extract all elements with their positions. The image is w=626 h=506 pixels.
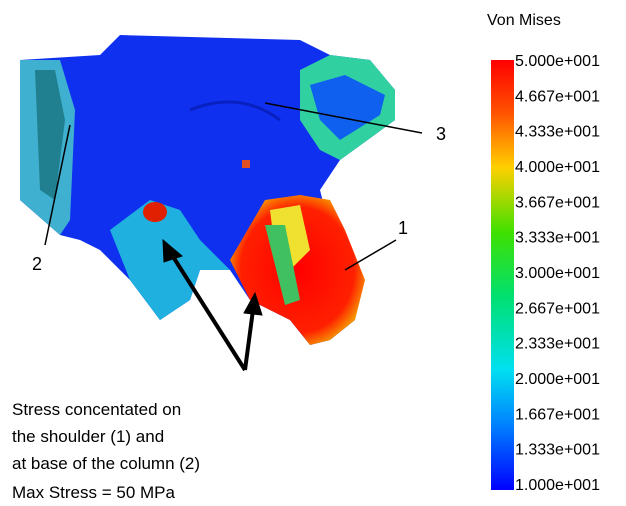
legend-tick-label: 4.667e+001 (515, 88, 600, 105)
legend-tick-label: 3.000e+001 (515, 265, 600, 282)
caption-line: Stress concentated on (12, 400, 181, 419)
legend-tick-label: 1.667e+001 (515, 406, 600, 423)
caption-line: the shoulder (1) and (12, 427, 164, 446)
fea-model (20, 35, 395, 345)
caption-line: Max Stress = 50 MPa (12, 483, 176, 502)
callout-label: 1 (398, 218, 408, 238)
color-bar (491, 60, 514, 490)
legend-tick-label: 5.000e+001 (515, 53, 600, 70)
legend-tick-label: 1.000e+001 (515, 477, 600, 494)
legend-tick-label: 2.667e+001 (515, 300, 600, 317)
callout-label: 2 (32, 254, 42, 274)
legend-title: Von Mises (487, 12, 561, 29)
legend-tick-label: 3.333e+001 (515, 230, 600, 247)
legend-tick-label: 2.333e+001 (515, 336, 600, 353)
legend-tick-label: 4.000e+001 (515, 159, 600, 176)
caption-line: at base of the column (2) (12, 454, 200, 473)
arrow (245, 310, 253, 370)
screenshot: 1 2 3 Von Mises 5.000e+001 4.667e+001 4.33… (0, 0, 626, 506)
legend-tick-label: 1.333e+001 (515, 442, 600, 459)
legend-tick-label: 3.667e+001 (515, 194, 600, 211)
legend-tick-label: 2.000e+001 (515, 371, 600, 388)
callout-label: 3 (436, 124, 446, 144)
legend-tick-label: 4.333e+001 (515, 124, 600, 141)
